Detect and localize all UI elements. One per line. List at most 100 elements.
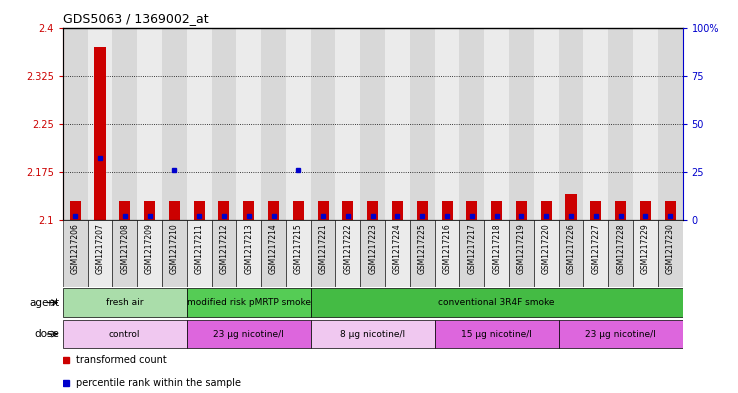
Bar <box>187 28 212 220</box>
Bar <box>509 220 534 287</box>
Bar <box>484 220 509 287</box>
Bar <box>541 201 552 220</box>
Bar <box>590 201 601 220</box>
Bar <box>435 220 460 287</box>
Bar <box>360 220 385 287</box>
Bar <box>559 220 584 287</box>
Bar <box>559 320 683 348</box>
Bar <box>336 28 360 220</box>
Bar <box>435 28 460 220</box>
Bar <box>410 28 435 220</box>
Bar <box>608 28 633 220</box>
Text: GSM1217218: GSM1217218 <box>492 223 501 274</box>
Bar <box>187 220 212 287</box>
Text: GSM1217215: GSM1217215 <box>294 223 303 274</box>
Text: GSM1217230: GSM1217230 <box>666 223 675 274</box>
Text: GSM1217210: GSM1217210 <box>170 223 179 274</box>
Bar <box>509 28 534 220</box>
Bar <box>516 201 527 220</box>
Text: GSM1217227: GSM1217227 <box>591 223 600 274</box>
Bar <box>212 28 236 220</box>
Bar <box>584 28 608 220</box>
Text: GSM1217216: GSM1217216 <box>443 223 452 274</box>
Bar <box>633 220 658 287</box>
Bar <box>367 201 379 220</box>
Bar <box>193 201 204 220</box>
Bar <box>665 201 676 220</box>
Bar <box>460 220 484 287</box>
Bar <box>640 201 651 220</box>
Text: transformed count: transformed count <box>76 354 167 365</box>
Text: GSM1217206: GSM1217206 <box>71 223 80 274</box>
Bar <box>311 320 435 348</box>
Text: GSM1217228: GSM1217228 <box>616 223 625 274</box>
Bar <box>491 201 503 220</box>
Text: GSM1217221: GSM1217221 <box>319 223 328 274</box>
Bar <box>417 201 428 220</box>
Bar <box>311 288 683 317</box>
Text: GSM1217225: GSM1217225 <box>418 223 427 274</box>
Text: 23 μg nicotine/l: 23 μg nicotine/l <box>585 330 656 338</box>
Bar <box>169 201 180 220</box>
Text: 23 μg nicotine/l: 23 μg nicotine/l <box>213 330 284 338</box>
Bar <box>63 320 187 348</box>
Bar <box>392 201 403 220</box>
Bar <box>565 195 576 220</box>
Bar <box>236 28 261 220</box>
Bar <box>441 201 452 220</box>
Bar <box>94 47 106 220</box>
Text: GSM1217217: GSM1217217 <box>467 223 476 274</box>
Text: GSM1217222: GSM1217222 <box>343 223 352 274</box>
Text: GSM1217214: GSM1217214 <box>269 223 278 274</box>
Bar <box>584 220 608 287</box>
Text: percentile rank within the sample: percentile rank within the sample <box>76 378 241 388</box>
Text: GSM1217211: GSM1217211 <box>195 223 204 274</box>
Text: GSM1217207: GSM1217207 <box>95 223 104 274</box>
Bar <box>243 201 255 220</box>
Bar <box>559 28 584 220</box>
Bar <box>534 220 559 287</box>
Bar <box>187 320 311 348</box>
Text: modified risk pMRTP smoke: modified risk pMRTP smoke <box>187 298 311 307</box>
Text: GDS5063 / 1369002_at: GDS5063 / 1369002_at <box>63 12 208 25</box>
Bar <box>268 201 279 220</box>
Bar <box>137 220 162 287</box>
Bar <box>658 28 683 220</box>
Bar <box>608 220 633 287</box>
Bar <box>119 201 131 220</box>
Bar <box>112 220 137 287</box>
Text: 8 μg nicotine/l: 8 μg nicotine/l <box>340 330 405 338</box>
Bar <box>293 201 304 220</box>
Bar <box>385 220 410 287</box>
Text: control: control <box>109 330 140 338</box>
Bar <box>63 220 88 287</box>
Bar <box>212 220 236 287</box>
Bar <box>236 220 261 287</box>
Bar <box>144 201 155 220</box>
Bar <box>484 28 509 220</box>
Text: GSM1217209: GSM1217209 <box>145 223 154 274</box>
Bar <box>466 201 477 220</box>
Bar <box>218 201 230 220</box>
Bar <box>261 220 286 287</box>
Text: 15 μg nicotine/l: 15 μg nicotine/l <box>461 330 532 338</box>
Text: GSM1217219: GSM1217219 <box>517 223 526 274</box>
Bar <box>317 201 328 220</box>
Text: GSM1217226: GSM1217226 <box>567 223 576 274</box>
Bar <box>410 220 435 287</box>
Text: fresh air: fresh air <box>106 298 143 307</box>
Bar <box>460 28 484 220</box>
Bar <box>63 28 88 220</box>
Text: dose: dose <box>34 329 59 339</box>
Bar <box>385 28 410 220</box>
Bar <box>187 288 311 317</box>
Bar <box>435 320 559 348</box>
Bar <box>137 28 162 220</box>
Bar <box>615 201 627 220</box>
Text: GSM1217212: GSM1217212 <box>219 223 228 274</box>
Text: GSM1217224: GSM1217224 <box>393 223 402 274</box>
Bar <box>311 220 336 287</box>
Bar <box>342 201 354 220</box>
Text: GSM1217229: GSM1217229 <box>641 223 650 274</box>
Bar <box>286 220 311 287</box>
